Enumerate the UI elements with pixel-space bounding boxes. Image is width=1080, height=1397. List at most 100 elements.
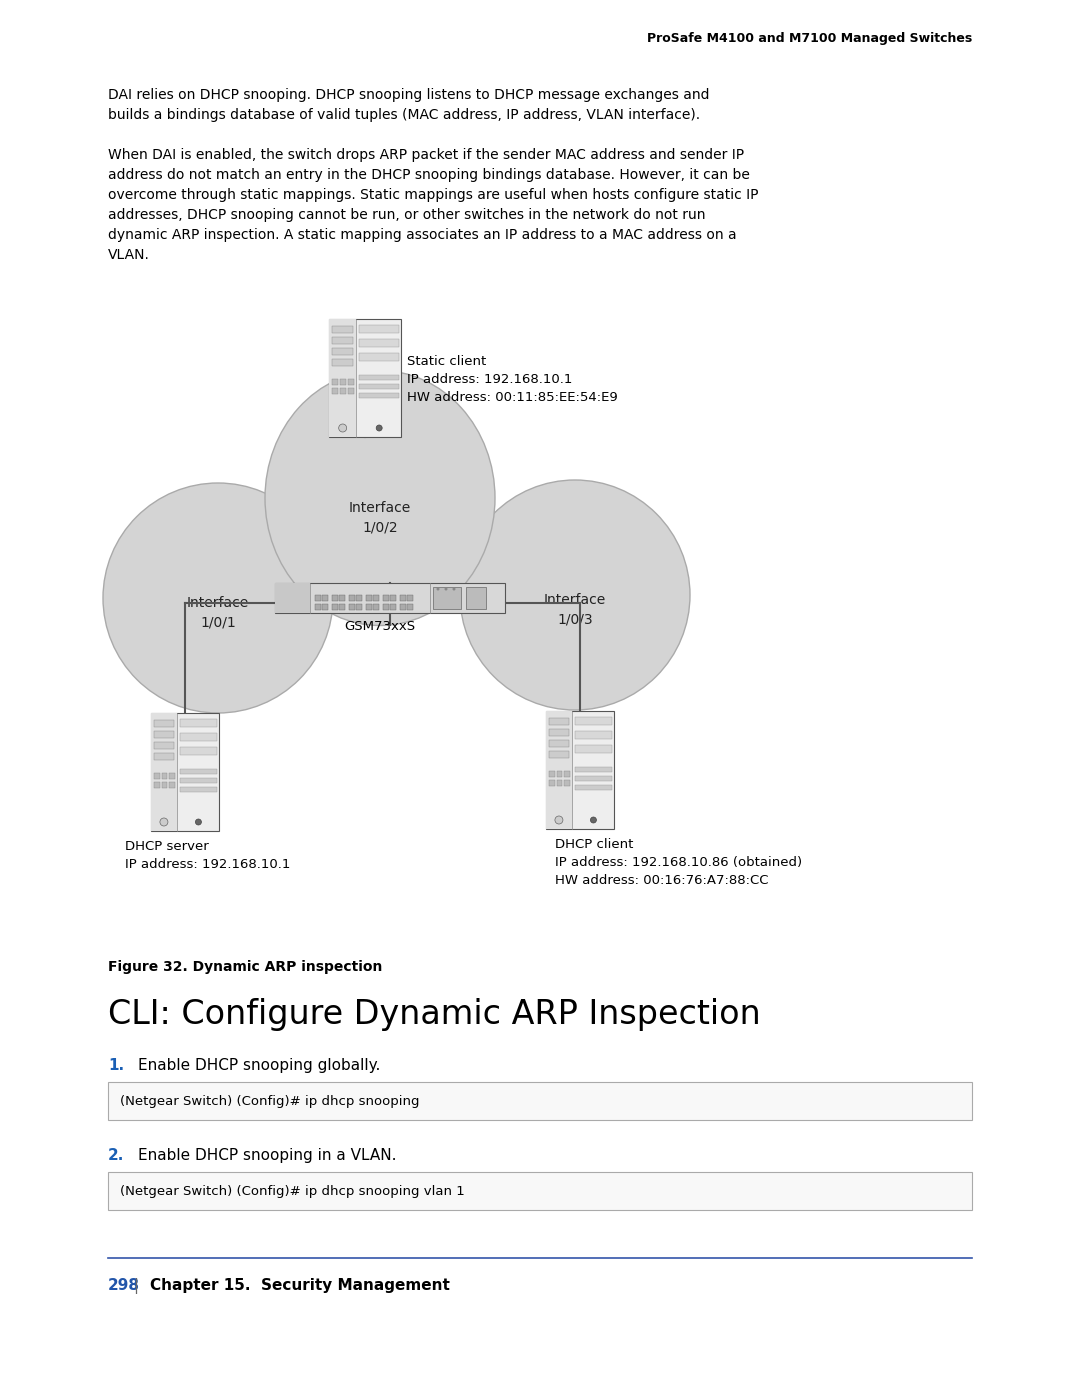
Text: Enable DHCP snooping in a VLAN.: Enable DHCP snooping in a VLAN. [138,1148,396,1162]
FancyBboxPatch shape [546,711,615,828]
Bar [546,711,571,828]
Bar [349,595,354,601]
Bar [549,718,569,725]
Bar [564,771,570,777]
Bar [575,731,612,739]
Bar [549,752,569,759]
Bar [154,719,174,726]
Bar [360,384,399,388]
Text: Figure 32. Dynamic ARP inspection: Figure 32. Dynamic ARP inspection [108,960,382,974]
Bar [383,604,389,610]
Ellipse shape [460,481,690,710]
Bar [407,604,413,610]
Text: Interface
1/0/1: Interface 1/0/1 [187,597,249,630]
Bar [340,379,347,386]
Bar [366,595,372,601]
Bar [315,595,321,601]
Bar [407,595,413,601]
Bar [390,604,395,610]
Bar [348,388,354,394]
Text: 1.: 1. [108,1058,124,1073]
Bar [373,595,378,601]
Bar [348,379,354,386]
Bar [162,773,167,780]
Bar [564,780,570,787]
Bar [332,388,338,394]
Bar [329,319,356,437]
Text: Interface
1/0/3: Interface 1/0/3 [544,594,606,627]
Bar [180,778,217,782]
Bar [549,771,555,777]
Text: (Netgear Switch) (Config)# ip dhcp snooping vlan 1: (Netgear Switch) (Config)# ip dhcp snoop… [120,1185,464,1197]
Bar [575,785,612,789]
Bar [400,604,405,610]
Circle shape [160,819,167,826]
Bar [340,388,347,394]
Bar [549,729,569,736]
Bar [360,353,399,360]
Circle shape [591,817,596,823]
Bar [180,747,217,754]
Text: (Netgear Switch) (Config)# ip dhcp snooping: (Netgear Switch) (Config)# ip dhcp snoop… [120,1094,419,1108]
Bar [383,595,389,601]
Text: Chapter 15.  Security Management: Chapter 15. Security Management [150,1278,450,1294]
Bar [162,782,167,788]
Bar [390,595,395,601]
Bar [360,374,399,380]
Bar [315,604,321,610]
FancyBboxPatch shape [275,583,505,613]
Bar [556,780,563,787]
Bar [154,753,174,760]
Bar [332,337,353,344]
Bar [360,339,399,346]
Bar [180,787,217,792]
Bar [465,587,486,609]
Bar [151,712,177,831]
Text: When DAI is enabled, the switch drops ARP packet if the sender MAC address and s: When DAI is enabled, the switch drops AR… [108,148,758,263]
Bar [180,768,217,774]
Bar [349,604,354,610]
Bar [332,348,353,355]
FancyBboxPatch shape [108,1172,972,1210]
Bar [549,740,569,747]
FancyBboxPatch shape [151,712,219,831]
Circle shape [376,425,382,432]
Text: |: | [133,1278,138,1294]
Bar [332,379,338,386]
Bar [360,326,399,332]
FancyBboxPatch shape [108,1083,972,1120]
Bar [322,595,327,601]
Bar [154,742,174,749]
Text: CLI: Configure Dynamic ARP Inspection: CLI: Configure Dynamic ARP Inspection [108,997,760,1031]
Bar [339,604,345,610]
Bar [433,587,461,609]
Bar [154,773,160,780]
Bar [332,359,353,366]
Circle shape [436,588,440,591]
Bar [575,717,612,725]
Bar [154,782,160,788]
Text: ProSafe M4100 and M7100 Managed Switches: ProSafe M4100 and M7100 Managed Switches [647,32,972,45]
Circle shape [445,588,447,591]
Text: 298: 298 [108,1278,140,1294]
Circle shape [555,816,563,824]
Text: Enable DHCP snooping globally.: Enable DHCP snooping globally. [138,1058,380,1073]
Bar [275,583,310,613]
Text: DHCP server
IP address: 192.168.10.1: DHCP server IP address: 192.168.10.1 [125,840,291,870]
Circle shape [453,588,456,591]
Bar [339,595,345,601]
Bar [332,595,337,601]
Bar [575,745,612,753]
Text: GSM73xxS: GSM73xxS [345,620,416,633]
Bar [356,604,362,610]
Bar [575,775,612,781]
Ellipse shape [265,370,495,626]
Text: Static client
IP address: 192.168.10.1
HW address: 00:11:85:EE:54:E9: Static client IP address: 192.168.10.1 H… [407,355,618,404]
Bar [366,604,372,610]
Bar [332,604,337,610]
Bar [360,393,399,398]
Bar [556,771,563,777]
Text: DAI relies on DHCP snooping. DHCP snooping listens to DHCP message exchanges and: DAI relies on DHCP snooping. DHCP snoopi… [108,88,710,122]
Bar [373,604,378,610]
Bar [332,326,353,332]
